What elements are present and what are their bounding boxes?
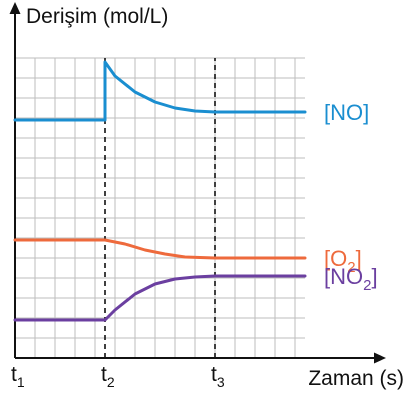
x-tick-label-t3: t3 (211, 363, 225, 390)
y-axis-arrow-icon (9, 2, 21, 14)
x-axis-arrow-icon (374, 352, 386, 364)
x-axis-label: Zaman (s) (308, 367, 404, 390)
x-tick-label-t1: t1 (11, 363, 25, 390)
grid (15, 57, 305, 358)
series-line-o2 (13, 238, 307, 260)
dashed-markers (104, 58, 216, 358)
x-tick-labels: t1 t2 t3 (11, 363, 225, 390)
axes (9, 2, 386, 364)
x-tick-label-t2: t2 (101, 363, 115, 390)
series-line-no (13, 60, 307, 122)
series-line-no2 (13, 274, 307, 322)
series-label-no: [NO] (324, 100, 369, 125)
series-label-o2: [O2] (324, 246, 362, 276)
series-labels: [NO] [O2][NO2] (324, 100, 378, 294)
y-axis-label: Derişim (mol/L) (26, 5, 168, 28)
series-label-no2: [NO2] (324, 264, 378, 294)
series-lines (13, 60, 307, 322)
